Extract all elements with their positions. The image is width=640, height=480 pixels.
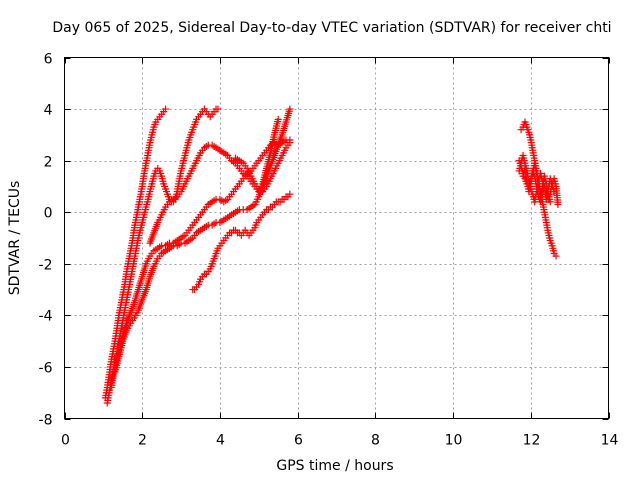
y-tick-label: -8 bbox=[39, 413, 53, 429]
data-point bbox=[286, 190, 294, 198]
data-point bbox=[214, 105, 222, 113]
x-tick-label: 2 bbox=[138, 433, 147, 449]
x-tick-label: 4 bbox=[216, 433, 225, 449]
data-layer bbox=[101, 105, 562, 407]
data-series-5 bbox=[189, 190, 294, 294]
data-series-0 bbox=[101, 105, 170, 402]
grid-layer bbox=[64, 57, 609, 419]
x-tick-label: 8 bbox=[371, 433, 380, 449]
y-tick-label: 4 bbox=[44, 103, 53, 119]
tick-layer: 0 2 4 6 8 10 12 14 -8 -6 -4 -2 0 2 4 6 bbox=[39, 52, 619, 449]
y-tick-label: 2 bbox=[44, 155, 53, 171]
plot-frame bbox=[64, 57, 609, 419]
x-tick-label: 14 bbox=[601, 433, 619, 449]
chart-title: Day 065 of 2025, Sidereal Day-to-day VTE… bbox=[52, 20, 611, 36]
x-axis-label: GPS time / hours bbox=[276, 458, 393, 474]
data-series-6 bbox=[231, 139, 294, 196]
data-point bbox=[274, 115, 282, 123]
data-series-2 bbox=[107, 136, 294, 392]
y-tick-label: 6 bbox=[44, 52, 53, 68]
y-tick-label: -2 bbox=[39, 258, 53, 274]
x-tick-label: 0 bbox=[61, 433, 70, 449]
data-point bbox=[162, 105, 170, 113]
data-series-4 bbox=[146, 115, 282, 247]
y-tick-label: -4 bbox=[39, 309, 53, 325]
data-point bbox=[546, 198, 554, 206]
y-tick-label: 0 bbox=[44, 206, 53, 222]
data-point bbox=[554, 200, 562, 208]
x-tick-label: 10 bbox=[445, 433, 463, 449]
data-series-10 bbox=[519, 159, 554, 206]
y-axis-label: SDTVAR / TECUs bbox=[7, 181, 23, 296]
x-tick-label: 12 bbox=[523, 433, 541, 449]
data-point bbox=[286, 105, 294, 113]
y-tick-label: -6 bbox=[39, 361, 53, 377]
data-point bbox=[286, 139, 294, 147]
x-tick-label: 6 bbox=[294, 433, 303, 449]
data-point bbox=[550, 188, 558, 196]
data-point bbox=[552, 252, 560, 260]
